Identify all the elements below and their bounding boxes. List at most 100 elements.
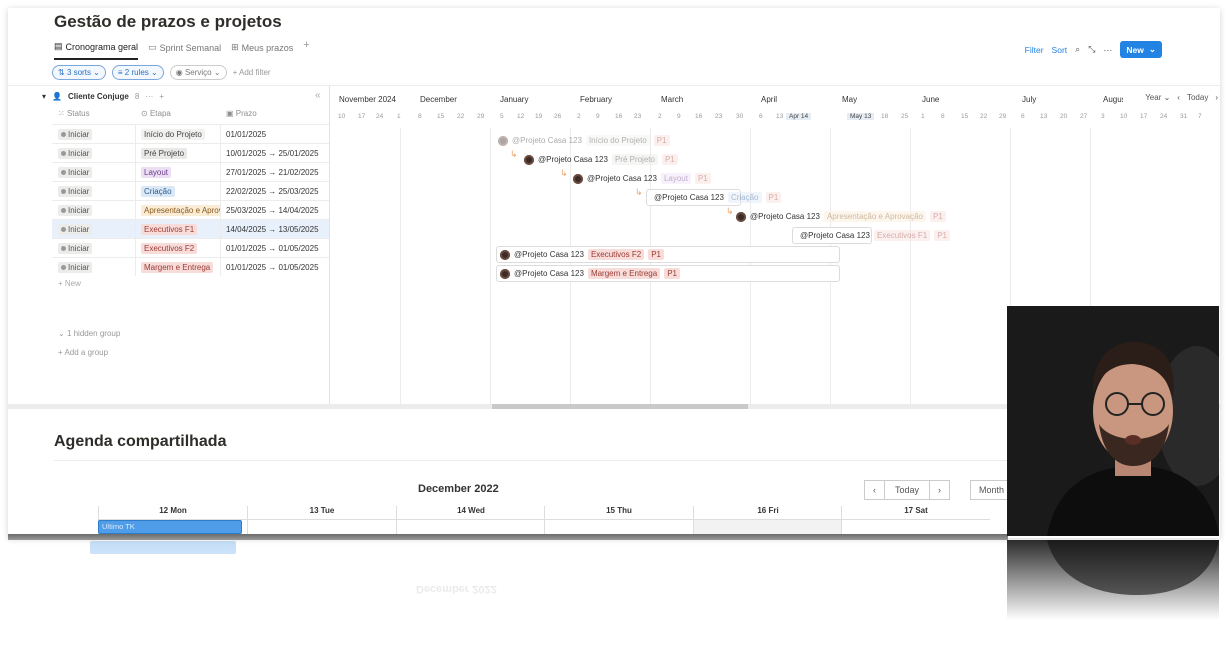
timeline-view: Year ⌄ ‹ Today › November 2024 December Ja… (330, 86, 1220, 406)
table-row[interactable]: Iniciar Apresentação e Aprovação 25/03/202… (52, 200, 330, 219)
timeline-bar[interactable]: @Projeto Casa 123 Margem e Entrega P1 (496, 265, 840, 282)
timeline-week-label: 3 (1101, 113, 1105, 120)
timeline-bar[interactable]: @Projeto Casa 123 Início do Projeto P1 (498, 132, 670, 149)
timeline-bar[interactable]: @Projeto Casa 123 Layout P1 (573, 170, 711, 187)
deadline-cell[interactable]: 25/03/2025 → 14/04/2025 (226, 205, 319, 215)
stage-cell[interactable]: Criação (136, 182, 221, 200)
timeline-bar[interactable]: @Projeto Casa 123 Pré Projeto P1 (524, 151, 678, 168)
sort-button[interactable]: Sort (1051, 44, 1068, 55)
calendar-day-cell[interactable] (544, 519, 693, 538)
timeline-month: January (500, 95, 529, 104)
stage-cell[interactable]: Executivos F2 (136, 239, 221, 257)
status-cell[interactable]: Iniciar (52, 163, 136, 181)
table-row[interactable]: Iniciar Criação 22/02/2025 → 25/03/2025 (52, 181, 330, 200)
timeline-bar[interactable]: @Projeto Casa 123 Apresentação e Aprovaçã… (736, 208, 946, 225)
calendar-day-cell[interactable] (396, 519, 545, 538)
gridline (1010, 128, 1011, 406)
status-cell[interactable]: Iniciar (52, 239, 136, 257)
calendar-event[interactable]: Ultimo TK (98, 520, 242, 534)
timeline-bar[interactable]: @Projeto Casa 123 Executivos F1 P1 (792, 227, 950, 244)
deadline-cell[interactable]: 27/01/2025 → 21/02/2025 (226, 167, 319, 177)
stage-cell[interactable]: Margem e Entrega (136, 258, 221, 276)
search-icon[interactable]: ⌕ (1075, 44, 1081, 54)
add-filter-button[interactable]: + Add filter (232, 68, 271, 77)
tab-label: Meus prazos (241, 42, 294, 53)
timeline-week-label: 6 (1021, 113, 1025, 120)
today-button[interactable]: Today (885, 480, 931, 500)
dependency-arrow-icon: ↳ (635, 187, 643, 197)
new-row-button[interactable]: + New (58, 279, 81, 288)
tab-meus-prazos[interactable]: ⊞ Meus prazos (231, 41, 293, 60)
timeline-week-label: 6 (759, 113, 763, 120)
timeline-week-label: 9 (677, 113, 681, 120)
group-name: Cliente Conjuge (67, 92, 129, 101)
deadline-cell[interactable]: 01/01/2025 → 01/05/2025 (226, 243, 319, 253)
view-label: Year (1145, 93, 1162, 102)
stage-cell[interactable]: Executivos F1 (136, 220, 221, 238)
stage-cell[interactable]: Apresentação e Aprovação (136, 201, 221, 219)
deadline-cell[interactable]: 14/04/2025 → 13/05/2025 (226, 224, 319, 234)
timeline-week-label: 20 (1060, 113, 1068, 120)
prev-button[interactable]: ‹ (864, 480, 885, 500)
timeline-bar[interactable]: @Projeto Casa 123 Criação P1 (646, 189, 782, 206)
more-icon[interactable]: ··· (145, 92, 154, 101)
status-cell[interactable]: Iniciar (52, 201, 136, 219)
page-title: Gestão de prazos e projetos (54, 12, 282, 31)
group-header[interactable]: ▾ 👤 Cliente Conjuge 8 ··· + (42, 92, 164, 101)
tab-sprint-semanal[interactable]: ▭ Sprint Semanal (148, 41, 221, 60)
chevron-left-icon[interactable]: ‹ (1177, 93, 1180, 102)
tab-cronograma-geral[interactable]: ▤ Cronograma geral (54, 41, 139, 60)
chevron-right-icon[interactable]: › (1215, 93, 1218, 102)
table-row[interactable]: Iniciar Executivos F2 01/01/2025 → 01/05/2… (52, 238, 330, 257)
add-view-icon[interactable]: + (303, 39, 310, 51)
new-button[interactable]: New ⌄ (1120, 41, 1162, 58)
status-badge: Iniciar (58, 223, 93, 235)
calendar-day-cell[interactable] (247, 519, 396, 538)
status-cell[interactable]: Iniciar (52, 125, 136, 143)
expand-icon[interactable]: ⤡ (1088, 44, 1096, 54)
table-row[interactable]: Iniciar Margem e Entrega 01/01/2025 → 01/0… (52, 257, 330, 276)
view-select[interactable]: Year ⌄ (1145, 93, 1171, 102)
collapse-icon[interactable]: « (315, 90, 321, 101)
status-cell[interactable]: Iniciar (52, 144, 136, 162)
timeline-week-label: 27 (1080, 113, 1088, 120)
next-button[interactable]: › (930, 480, 951, 500)
webcam-reflection (1007, 540, 1219, 620)
stage-tag: Início do Projeto (141, 128, 205, 140)
rules-chip[interactable]: ≡ 2 rules ⌄ (111, 65, 164, 80)
calendar-day-cell[interactable] (693, 519, 842, 538)
table-row[interactable]: Iniciar Início do Projeto 01/01/2025 (52, 124, 330, 143)
timeline-bar[interactable]: @Projeto Casa 123 Executivos F2 P1 (496, 246, 840, 263)
column-stage[interactable]: ⊙ Etapa (141, 109, 171, 118)
deadline-cell[interactable]: 01/01/2025 → 01/05/2025 (226, 262, 319, 272)
status-cell[interactable]: Iniciar (52, 220, 136, 238)
scrollbar-thumb[interactable] (492, 404, 748, 409)
today-button[interactable]: Today (1186, 93, 1209, 102)
hidden-group-toggle[interactable]: ⌄ 1 hidden group (58, 329, 120, 338)
table-row[interactable]: Iniciar Layout 27/01/2025 → 21/02/2025 (52, 162, 330, 181)
table-row[interactable]: Iniciar Pré Projeto 10/01/2025 → 25/01/202… (52, 143, 330, 162)
sorts-chip[interactable]: ⇅ 3 sorts ⌄ (52, 65, 106, 80)
column-status[interactable]: ⁙ Status (58, 109, 90, 118)
triangle-down-icon[interactable]: ▾ (42, 92, 47, 101)
bar-project: @Projeto Casa 123 (750, 212, 820, 221)
more-icon[interactable]: ··· (1103, 44, 1113, 55)
status-cell[interactable]: Iniciar (52, 258, 136, 276)
timeline-week-label: 8 (941, 113, 945, 120)
stage-cell[interactable]: Layout (136, 163, 221, 181)
deadline-cell[interactable]: 10/01/2025 → 25/01/2025 (226, 148, 319, 158)
stage-cell[interactable]: Pré Projeto (136, 144, 221, 162)
timeline-week-label: 31 (1180, 113, 1188, 120)
divider (54, 460, 1220, 461)
calendar-day-cell[interactable] (841, 519, 990, 538)
add-group-button[interactable]: + Add a group (58, 348, 109, 357)
table-row[interactable]: Iniciar Executivos F1 14/04/2025 → 13/05/2… (52, 219, 330, 238)
filter-button[interactable]: Filter (1024, 44, 1044, 55)
stage-cell[interactable]: Início do Projeto (136, 125, 221, 143)
deadline-cell[interactable]: 01/01/2025 (226, 129, 267, 139)
deadline-cell[interactable]: 22/02/2025 → 25/03/2025 (226, 186, 319, 196)
plus-icon[interactable]: + (159, 92, 164, 101)
service-chip[interactable]: ◉ Serviço ⌄ (169, 65, 227, 80)
column-deadline[interactable]: ▣ Prazo (226, 109, 257, 118)
status-cell[interactable]: Iniciar (52, 182, 136, 200)
